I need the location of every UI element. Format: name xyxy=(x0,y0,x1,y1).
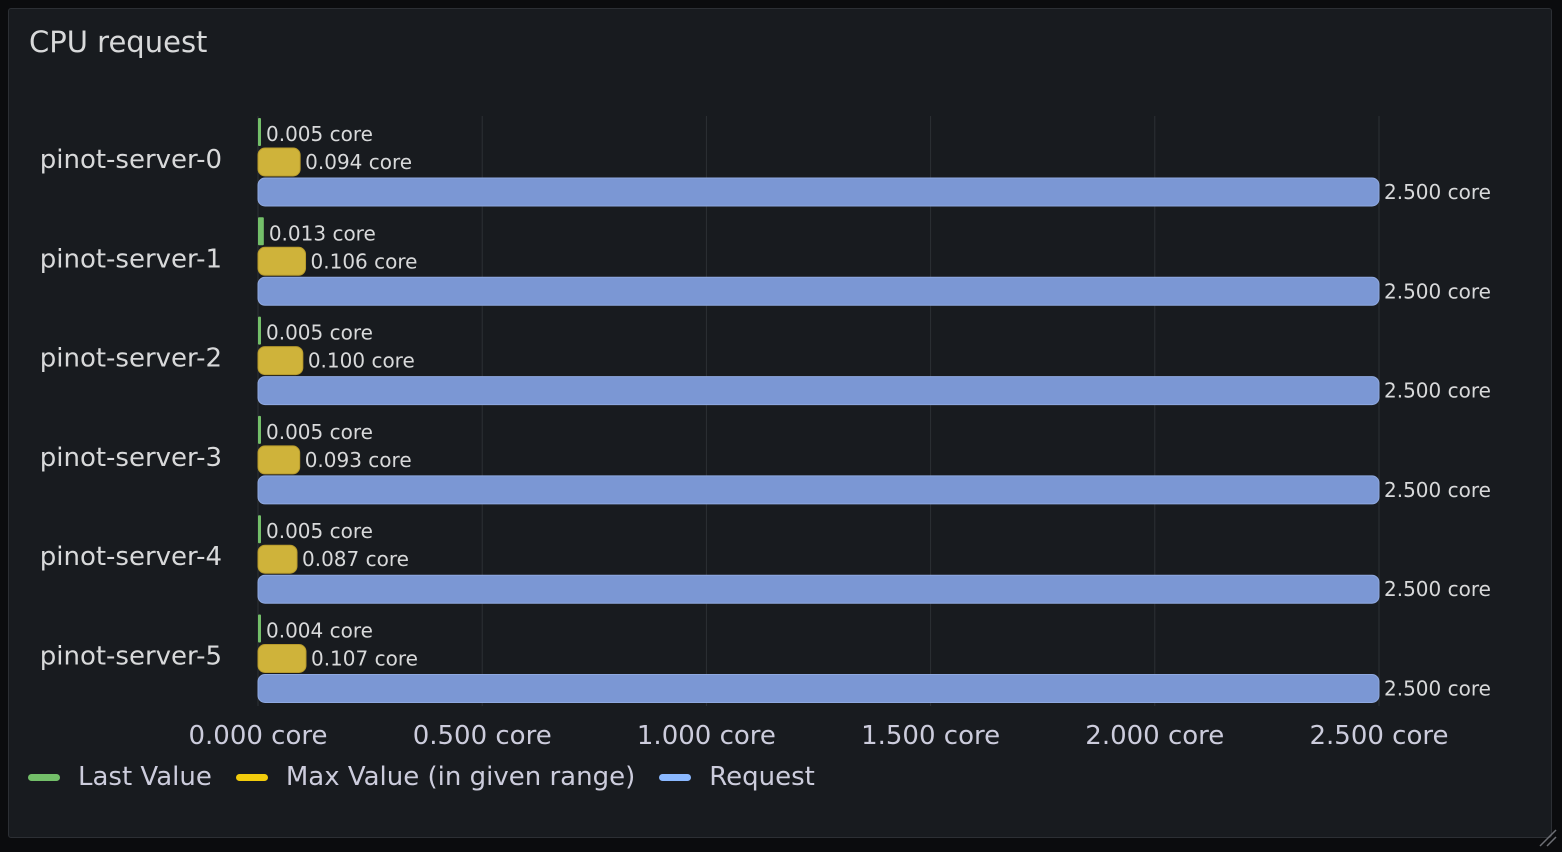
bar-request xyxy=(257,574,1380,604)
data-label-request: 2.500 core xyxy=(1384,379,1491,403)
x-tick-label: 0.500 core xyxy=(413,721,552,751)
legend-item-max-value[interactable]: Max Value (in given range) xyxy=(235,762,636,792)
data-label-request: 2.500 core xyxy=(1384,279,1491,303)
category-label: pinot-server-4 xyxy=(40,542,222,572)
bar-max-value xyxy=(257,147,301,177)
legend-label-last-value: Last Value xyxy=(78,762,212,792)
bar-request xyxy=(257,276,1380,306)
data-label-max-value: 0.107 core xyxy=(311,647,418,671)
legend-item-last-value[interactable]: Last Value xyxy=(28,762,212,792)
legend: Last Value Max Value (in given range) Re… xyxy=(28,762,839,792)
x-tick-label: 2.000 core xyxy=(1085,721,1224,751)
legend-swatch-last-value xyxy=(28,773,60,781)
legend-label-max-value: Max Value (in given range) xyxy=(285,762,636,792)
bar-max-value xyxy=(257,346,304,376)
data-label-max-value: 0.094 core xyxy=(305,150,412,174)
bar-max-value xyxy=(257,246,307,276)
x-tick-label: 0.000 core xyxy=(188,721,327,751)
bar-last-value xyxy=(258,118,261,146)
bar-request xyxy=(257,674,1380,703)
data-label-request: 2.500 core xyxy=(1384,677,1491,701)
bar-max-value xyxy=(257,445,301,475)
data-label-max-value: 0.087 core xyxy=(302,547,409,571)
bar-max-value xyxy=(257,644,307,673)
data-label-max-value: 0.093 core xyxy=(305,448,412,472)
data-label-max-value: 0.100 core xyxy=(308,349,415,373)
data-label-request: 2.500 core xyxy=(1384,478,1491,502)
category-label: pinot-server-5 xyxy=(40,642,222,672)
legend-label-request: Request xyxy=(709,762,815,792)
bar-request xyxy=(257,177,1380,207)
bar-request xyxy=(257,475,1380,505)
legend-swatch-max-value xyxy=(235,773,268,781)
bar-request xyxy=(257,376,1380,406)
x-tick-label: 1.000 core xyxy=(637,721,776,751)
data-label-last-value: 0.005 core xyxy=(266,122,373,146)
x-tick-label: 2.500 core xyxy=(1309,721,1448,751)
bar-last-value xyxy=(258,415,261,444)
data-label-last-value: 0.005 core xyxy=(266,519,373,543)
bar-last-value xyxy=(258,614,261,643)
category-label: pinot-server-1 xyxy=(40,244,222,274)
bar-last-value xyxy=(258,316,261,345)
panel-title[interactable]: CPU request xyxy=(29,25,208,59)
bar-max-value xyxy=(257,544,298,574)
data-label-last-value: 0.005 core xyxy=(266,321,373,345)
resize-handle-icon[interactable] xyxy=(1536,826,1558,848)
x-tick-label: 1.500 core xyxy=(861,721,1000,751)
bar-last-value xyxy=(258,217,264,246)
category-label: pinot-server-2 xyxy=(40,344,222,374)
data-label-request: 2.500 core xyxy=(1384,180,1491,204)
category-label: pinot-server-0 xyxy=(40,145,222,175)
data-label-request: 2.500 core xyxy=(1384,577,1491,601)
data-label-last-value: 0.005 core xyxy=(266,420,373,444)
category-label: pinot-server-3 xyxy=(40,443,222,473)
legend-item-request[interactable]: Request xyxy=(659,762,815,792)
legend-swatch-request xyxy=(659,773,692,781)
data-label-last-value: 0.004 core xyxy=(266,619,373,643)
bar-last-value xyxy=(258,515,261,544)
data-label-last-value: 0.013 core xyxy=(269,221,376,245)
data-label-max-value: 0.106 core xyxy=(311,249,418,273)
